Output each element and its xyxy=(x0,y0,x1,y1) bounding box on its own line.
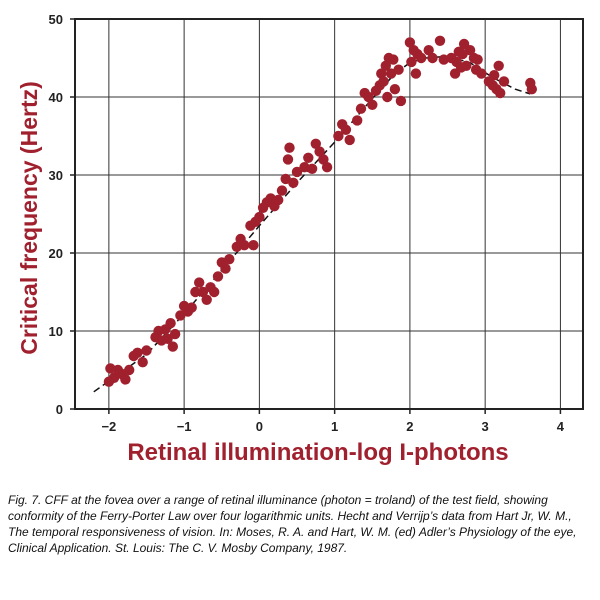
x-tick-labels: −2 −1 0 1 2 3 4 xyxy=(101,419,564,434)
data-point xyxy=(201,294,212,305)
figure-caption: Fig. 7. CFF at the fovea over a range of… xyxy=(8,493,577,555)
data-point xyxy=(318,154,329,165)
y-tick-label: 40 xyxy=(49,90,63,105)
y-axis-label: Critical frequency (Hertz) xyxy=(16,81,42,355)
data-point xyxy=(380,60,391,71)
data-point xyxy=(489,70,500,81)
data-point xyxy=(209,286,220,298)
data-point xyxy=(273,194,284,206)
data-point xyxy=(464,45,476,56)
data-point xyxy=(194,277,205,288)
x-tick-label: −2 xyxy=(101,419,116,434)
data-point xyxy=(526,84,537,95)
plot-frame xyxy=(74,18,584,410)
data-point xyxy=(314,146,325,157)
data-point xyxy=(282,154,294,165)
data-point xyxy=(169,328,181,340)
data-point xyxy=(498,76,510,87)
y-tick-labels: 0 10 20 30 40 50 xyxy=(49,12,63,417)
data-point xyxy=(493,60,504,71)
data-point xyxy=(344,134,355,146)
data-point xyxy=(472,54,483,65)
data-point xyxy=(410,68,422,79)
data-point xyxy=(141,345,152,356)
data-point xyxy=(367,99,378,111)
data-point xyxy=(186,302,197,313)
data-points xyxy=(103,35,537,387)
x-tick-label: 2 xyxy=(406,419,413,434)
data-point xyxy=(427,52,438,64)
cff-scatter-chart: −2 −1 0 1 2 3 4 0 10 20 30 40 50 Retinal illuminati… xyxy=(16,12,584,466)
data-point xyxy=(137,357,148,368)
data-point xyxy=(284,142,295,153)
x-tick-label: 4 xyxy=(557,419,565,434)
data-point xyxy=(363,91,374,103)
data-point xyxy=(165,318,176,329)
data-point xyxy=(190,286,201,298)
data-point xyxy=(167,341,178,352)
data-point xyxy=(434,35,446,46)
x-tick-label: 3 xyxy=(482,419,489,434)
x-axis-label: Retinal illumination-log I-photons xyxy=(127,439,508,466)
data-point xyxy=(404,37,416,48)
y-tick-label: 0 xyxy=(56,402,63,417)
data-point xyxy=(340,124,352,135)
data-point xyxy=(239,240,250,251)
data-point xyxy=(355,103,367,114)
data-point xyxy=(310,138,321,149)
data-point xyxy=(378,76,389,87)
data-point xyxy=(393,64,404,75)
y-tick-label: 50 xyxy=(49,12,63,27)
tick-marks xyxy=(70,18,562,414)
data-point xyxy=(276,185,288,196)
data-point xyxy=(395,95,407,107)
x-tick-label: −1 xyxy=(177,419,192,434)
x-tick-label: 0 xyxy=(256,419,263,434)
y-tick-label: 10 xyxy=(49,324,63,339)
y-tick-label: 20 xyxy=(49,246,63,261)
data-point xyxy=(248,240,259,251)
data-point xyxy=(254,211,265,223)
data-point xyxy=(224,254,235,265)
data-point xyxy=(461,60,472,71)
data-point xyxy=(423,45,434,56)
data-point xyxy=(162,333,173,344)
data-point xyxy=(416,52,427,64)
data-point xyxy=(197,286,209,298)
data-point xyxy=(220,263,231,274)
data-point xyxy=(120,374,131,385)
data-point xyxy=(291,166,303,178)
data-point xyxy=(406,56,417,68)
data-point xyxy=(382,91,393,103)
data-point xyxy=(132,347,143,358)
data-point xyxy=(303,152,314,163)
x-tick-label: 1 xyxy=(331,419,338,434)
data-point xyxy=(495,87,506,99)
data-point xyxy=(321,162,333,173)
data-point xyxy=(476,68,487,79)
data-point xyxy=(306,163,318,174)
data-point xyxy=(124,364,135,376)
data-point xyxy=(288,177,299,188)
data-point xyxy=(212,271,224,282)
y-tick-label: 30 xyxy=(49,168,63,183)
data-point xyxy=(352,115,363,126)
data-point xyxy=(389,84,401,95)
data-point xyxy=(333,130,344,142)
data-point xyxy=(388,54,399,65)
data-point xyxy=(376,68,387,79)
